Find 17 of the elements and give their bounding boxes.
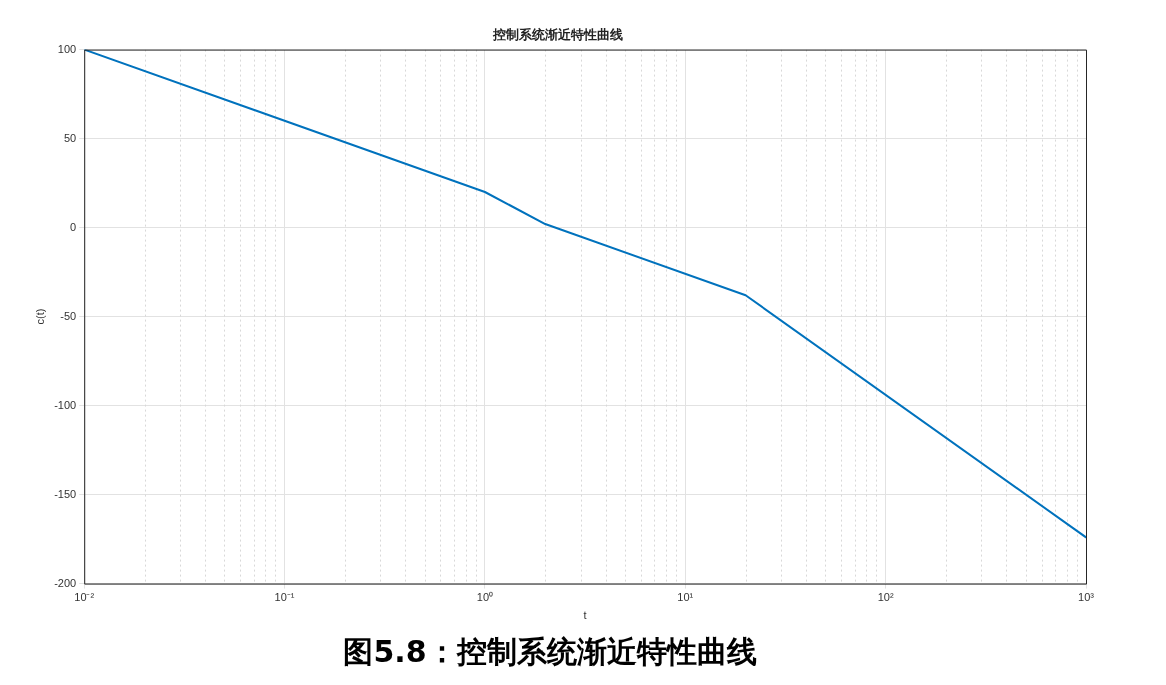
y-tick-label: 50 — [63, 131, 77, 144]
chart-title: 控制系统渐近特性曲线 — [492, 27, 623, 43]
y-axis-title: c(t) — [33, 308, 46, 325]
x-tick-label: 10² — [877, 591, 894, 604]
y-tick-label: -200 — [54, 576, 77, 589]
y-tick-label: -150 — [54, 487, 77, 500]
x-tick-label: 10⁻¹ — [274, 591, 295, 604]
y-tick-label: -50 — [60, 309, 77, 322]
y-tick-label: 0 — [70, 220, 77, 233]
x-axis-title: t — [583, 609, 587, 622]
x-tick-label: 10¹ — [677, 591, 694, 604]
x-tick-label: 10³ — [1078, 591, 1095, 604]
y-tick-label: -100 — [54, 398, 77, 411]
x-tick-label: 10⁻² — [74, 591, 95, 604]
y-tick-label: 100 — [57, 42, 77, 55]
x-tick-label: 10⁰ — [476, 591, 494, 604]
caption: 图5.8：控制系统渐近特性曲线 — [342, 633, 758, 671]
